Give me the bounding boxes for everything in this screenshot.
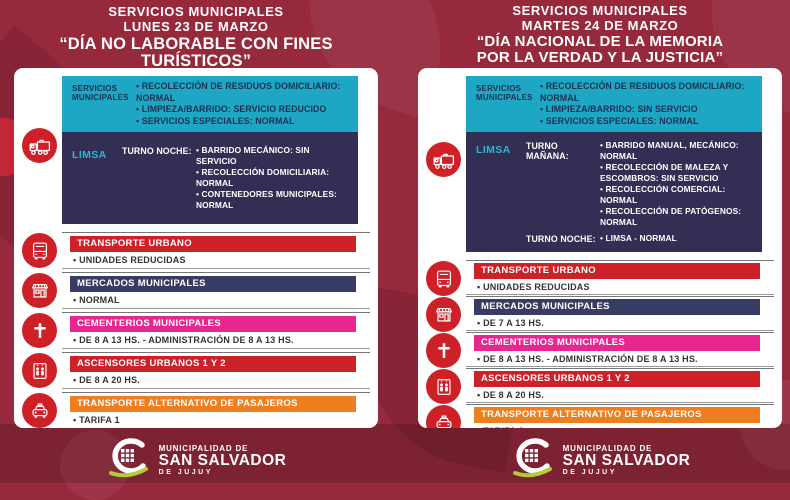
municipal-services-block: SERVICIOS MUNICIPALES RECOLECCIÓN DE RES… <box>466 76 762 132</box>
card-header-monday: SERVICIOS MUNICIPALES LUNES 23 DE MARZO … <box>14 4 378 70</box>
row-title-bar: CEMENTERIOS MUNICIPALES <box>474 335 760 351</box>
limsa-label: LIMSA <box>72 149 107 161</box>
row-title-bar: TRANSPORTE URBANO <box>70 236 356 252</box>
sanitation-section: SERVICIOS MUNICIPALES RECOLECCIÓN DE RES… <box>418 68 782 252</box>
row-detail: UNIDADES REDUCIDAS <box>62 255 370 265</box>
row-title-bar: MERCADOS MUNICIPALES <box>474 299 760 315</box>
market-icon <box>22 273 57 308</box>
shift-items: BARRIDO MECÁNICO: SIN SERVICIO RECOLECCI… <box>196 145 352 211</box>
row-detail: TARIFA 1 <box>62 415 370 425</box>
municipal-services-label: SERVICIOS MUNICIPALES <box>476 84 533 102</box>
shift-label: TURNO NOCHE: <box>526 233 596 244</box>
header-date: LUNES 23 DE MARZO <box>123 19 269 34</box>
row-title-bar: TRANSPORTE ALTERNATIVO DE PASAJEROS <box>70 396 356 412</box>
municipal-services-block: SERVICIOS MUNICIPALES RECOLECCIÓN DE RES… <box>62 76 358 132</box>
row-title-bar: TRANSPORTE URBANO <box>474 263 760 279</box>
sanitation-section: SERVICIOS MUNICIPALES RECOLECCIÓN DE RES… <box>14 68 378 224</box>
bus-icon <box>22 233 57 268</box>
garbage-truck-icon <box>22 128 57 163</box>
cross-icon <box>22 313 57 348</box>
row-detail: DE 8 A 20 HS. <box>466 390 774 400</box>
header-quote: “DÍA NO LABORABLE CON FINES TURÍSTICOS” <box>59 35 333 70</box>
municipality-footer: MUNICIPALIDAD DE SAN SALVADOR DE JUJUY <box>14 437 378 484</box>
shift-items: BARRIDO MANUAL, MECÁNICO: NORMAL RECOLEC… <box>600 140 756 228</box>
row-detail: DE 8 A 13 HS. - ADMINISTRACIÓN DE 8 A 13… <box>466 354 774 364</box>
shift-item: BARRIDO MECÁNICO: SIN SERVICIO <box>196 145 352 167</box>
municipality-logo-icon <box>510 437 556 484</box>
row-detail: UNIDADES REDUCIDAS <box>466 282 774 292</box>
municipal-services-list: RECOLECCIÓN DE RESIDUOS DOMICILIARIO: NO… <box>136 81 352 127</box>
limsa-block: LIMSA TURNO MAÑANA: BARRIDO MANUAL, MECÁ… <box>466 132 762 252</box>
service-row-cementerios: CEMENTERIOS MUNICIPALES DE 8 A 13 HS. - … <box>418 332 782 368</box>
service-card-tuesday: SERVICIOS MUNICIPALES RECOLECCIÓN DE RES… <box>418 68 782 428</box>
limsa-block: LIMSA TURNO NOCHE: BARRIDO MECÁNICO: SIN… <box>62 132 358 224</box>
footer-line2: SAN SALVADOR <box>158 452 287 469</box>
footer-line3: DE JUJUY <box>158 469 213 476</box>
limsa-shift-morning: TURNO MAÑANA: BARRIDO MANUAL, MECÁNICO: … <box>526 140 756 228</box>
row-title-bar: MERCADOS MUNICIPALES <box>70 276 356 292</box>
service-item: RECOLECCIÓN DE RESIDUOS DOMICILIARIO: NO… <box>540 81 756 104</box>
shift-items: LIMSA - NORMAL <box>600 233 756 244</box>
shift-item: LIMSA - NORMAL <box>600 233 756 244</box>
service-item: SERVICIOS ESPECIALES: NORMAL <box>540 116 756 128</box>
header-quote-line1: “DÍA NACIONAL DE LA MEMORIA <box>476 33 724 50</box>
elevator-icon <box>22 353 57 388</box>
garbage-truck-icon <box>426 142 461 177</box>
service-row-ascensores: ASCENSORES URBANOS 1 Y 2 DE 8 A 20 HS. <box>418 368 782 404</box>
header-date: MARTES 24 DE MARZO <box>521 18 679 33</box>
service-row-ascensores: ASCENSORES URBANOS 1 Y 2 DE 8 A 20 HS. <box>14 352 378 389</box>
footer-line3: DE JUJUY <box>562 469 617 476</box>
row-title-bar: ASCENSORES URBANOS 1 Y 2 <box>70 356 356 372</box>
municipality-footer: MUNICIPALIDAD DE SAN SALVADOR DE JUJUY <box>418 437 782 484</box>
row-detail: TARIFA 2 <box>466 426 774 428</box>
card-header-tuesday: SERVICIOS MUNICIPALES MARTES 24 DE MARZO… <box>418 3 782 66</box>
service-row-transporte-urbano: TRANSPORTE URBANO UNIDADES REDUCIDAS <box>14 232 378 269</box>
limsa-label: LIMSA <box>476 144 511 156</box>
footer-line2: SAN SALVADOR <box>562 452 691 469</box>
service-item: LIMPIEZA/BARRIDO: SIN SERVICIO <box>540 104 756 116</box>
shift-item: RECOLECCIÓN COMERCIAL: NORMAL <box>600 184 756 206</box>
shift-item: CONTENEDORES MUNICIPALES: NORMAL <box>196 189 352 211</box>
row-detail: DE 8 A 20 HS. <box>62 375 370 385</box>
municipality-logo-icon <box>106 437 152 484</box>
service-card-monday: SERVICIOS MUNICIPALES RECOLECCIÓN DE RES… <box>14 68 378 428</box>
header-quote-line2: POR LA VERDAD Y LA JUSTICIA” <box>476 49 724 66</box>
taxi-icon <box>426 405 461 428</box>
service-row-transporte-urbano: TRANSPORTE URBANO UNIDADES REDUCIDAS <box>418 260 782 296</box>
row-title-bar: ASCENSORES URBANOS 1 Y 2 <box>474 371 760 387</box>
shift-label: TURNO NOCHE: <box>122 145 192 156</box>
shift-item: RECOLECCIÓN DE PATÓGENOS: NORMAL <box>600 206 756 228</box>
service-item: LIMPIEZA/BARRIDO: SERVICIO REDUCIDO <box>136 104 352 116</box>
market-icon <box>426 297 461 332</box>
row-detail: NORMAL <box>62 295 370 305</box>
row-detail: DE 7 A 13 HS. <box>466 318 774 328</box>
service-row-mercados: MERCADOS MUNICIPALES NORMAL <box>14 272 378 309</box>
shift-label: TURNO MAÑANA: <box>526 140 569 161</box>
service-row-transporte-alternativo: TRANSPORTE ALTERNATIVO DE PASAJEROS TARI… <box>418 404 782 428</box>
footer-line1: MUNICIPALIDAD DE <box>562 444 653 453</box>
footer-line1: MUNICIPALIDAD DE <box>158 444 249 453</box>
service-row-transporte-alternativo: TRANSPORTE ALTERNATIVO DE PASAJEROS TARI… <box>14 392 378 428</box>
municipal-services-list: RECOLECCIÓN DE RESIDUOS DOMICILIARIO: NO… <box>540 81 756 127</box>
header-title: SERVICIOS MUNICIPALES <box>108 4 284 19</box>
row-title-bar: TRANSPORTE ALTERNATIVO DE PASAJEROS <box>474 407 760 423</box>
bus-icon <box>426 261 461 296</box>
cross-icon <box>426 333 461 368</box>
header-title: SERVICIOS MUNICIPALES <box>512 3 688 18</box>
shift-item: RECOLECCIÓN DE MALEZA Y ESCOMBROS: SIN S… <box>600 162 756 184</box>
municipal-services-label: SERVICIOS MUNICIPALES <box>72 84 129 102</box>
service-row-cementerios: CEMENTERIOS MUNICIPALES DE 8 A 13 HS. - … <box>14 312 378 349</box>
row-title-bar: CEMENTERIOS MUNICIPALES <box>70 316 356 332</box>
service-item: RECOLECCIÓN DE RESIDUOS DOMICILIARIO: NO… <box>136 81 352 104</box>
service-row-mercados: MERCADOS MUNICIPALES DE 7 A 13 HS. <box>418 296 782 332</box>
limsa-shift-night: TURNO NOCHE: BARRIDO MECÁNICO: SIN SERVI… <box>122 145 352 211</box>
limsa-shift-night: TURNO NOCHE: LIMSA - NORMAL <box>526 233 756 244</box>
row-detail: DE 8 A 13 HS. - ADMINISTRACIÓN DE 8 A 13… <box>62 335 370 345</box>
taxi-icon <box>22 393 57 428</box>
shift-item: RECOLECCIÓN DOMICILIARIA: NORMAL <box>196 167 352 189</box>
elevator-icon <box>426 369 461 404</box>
service-item: SERVICIOS ESPECIALES: NORMAL <box>136 116 352 128</box>
shift-item: BARRIDO MANUAL, MECÁNICO: NORMAL <box>600 140 756 162</box>
